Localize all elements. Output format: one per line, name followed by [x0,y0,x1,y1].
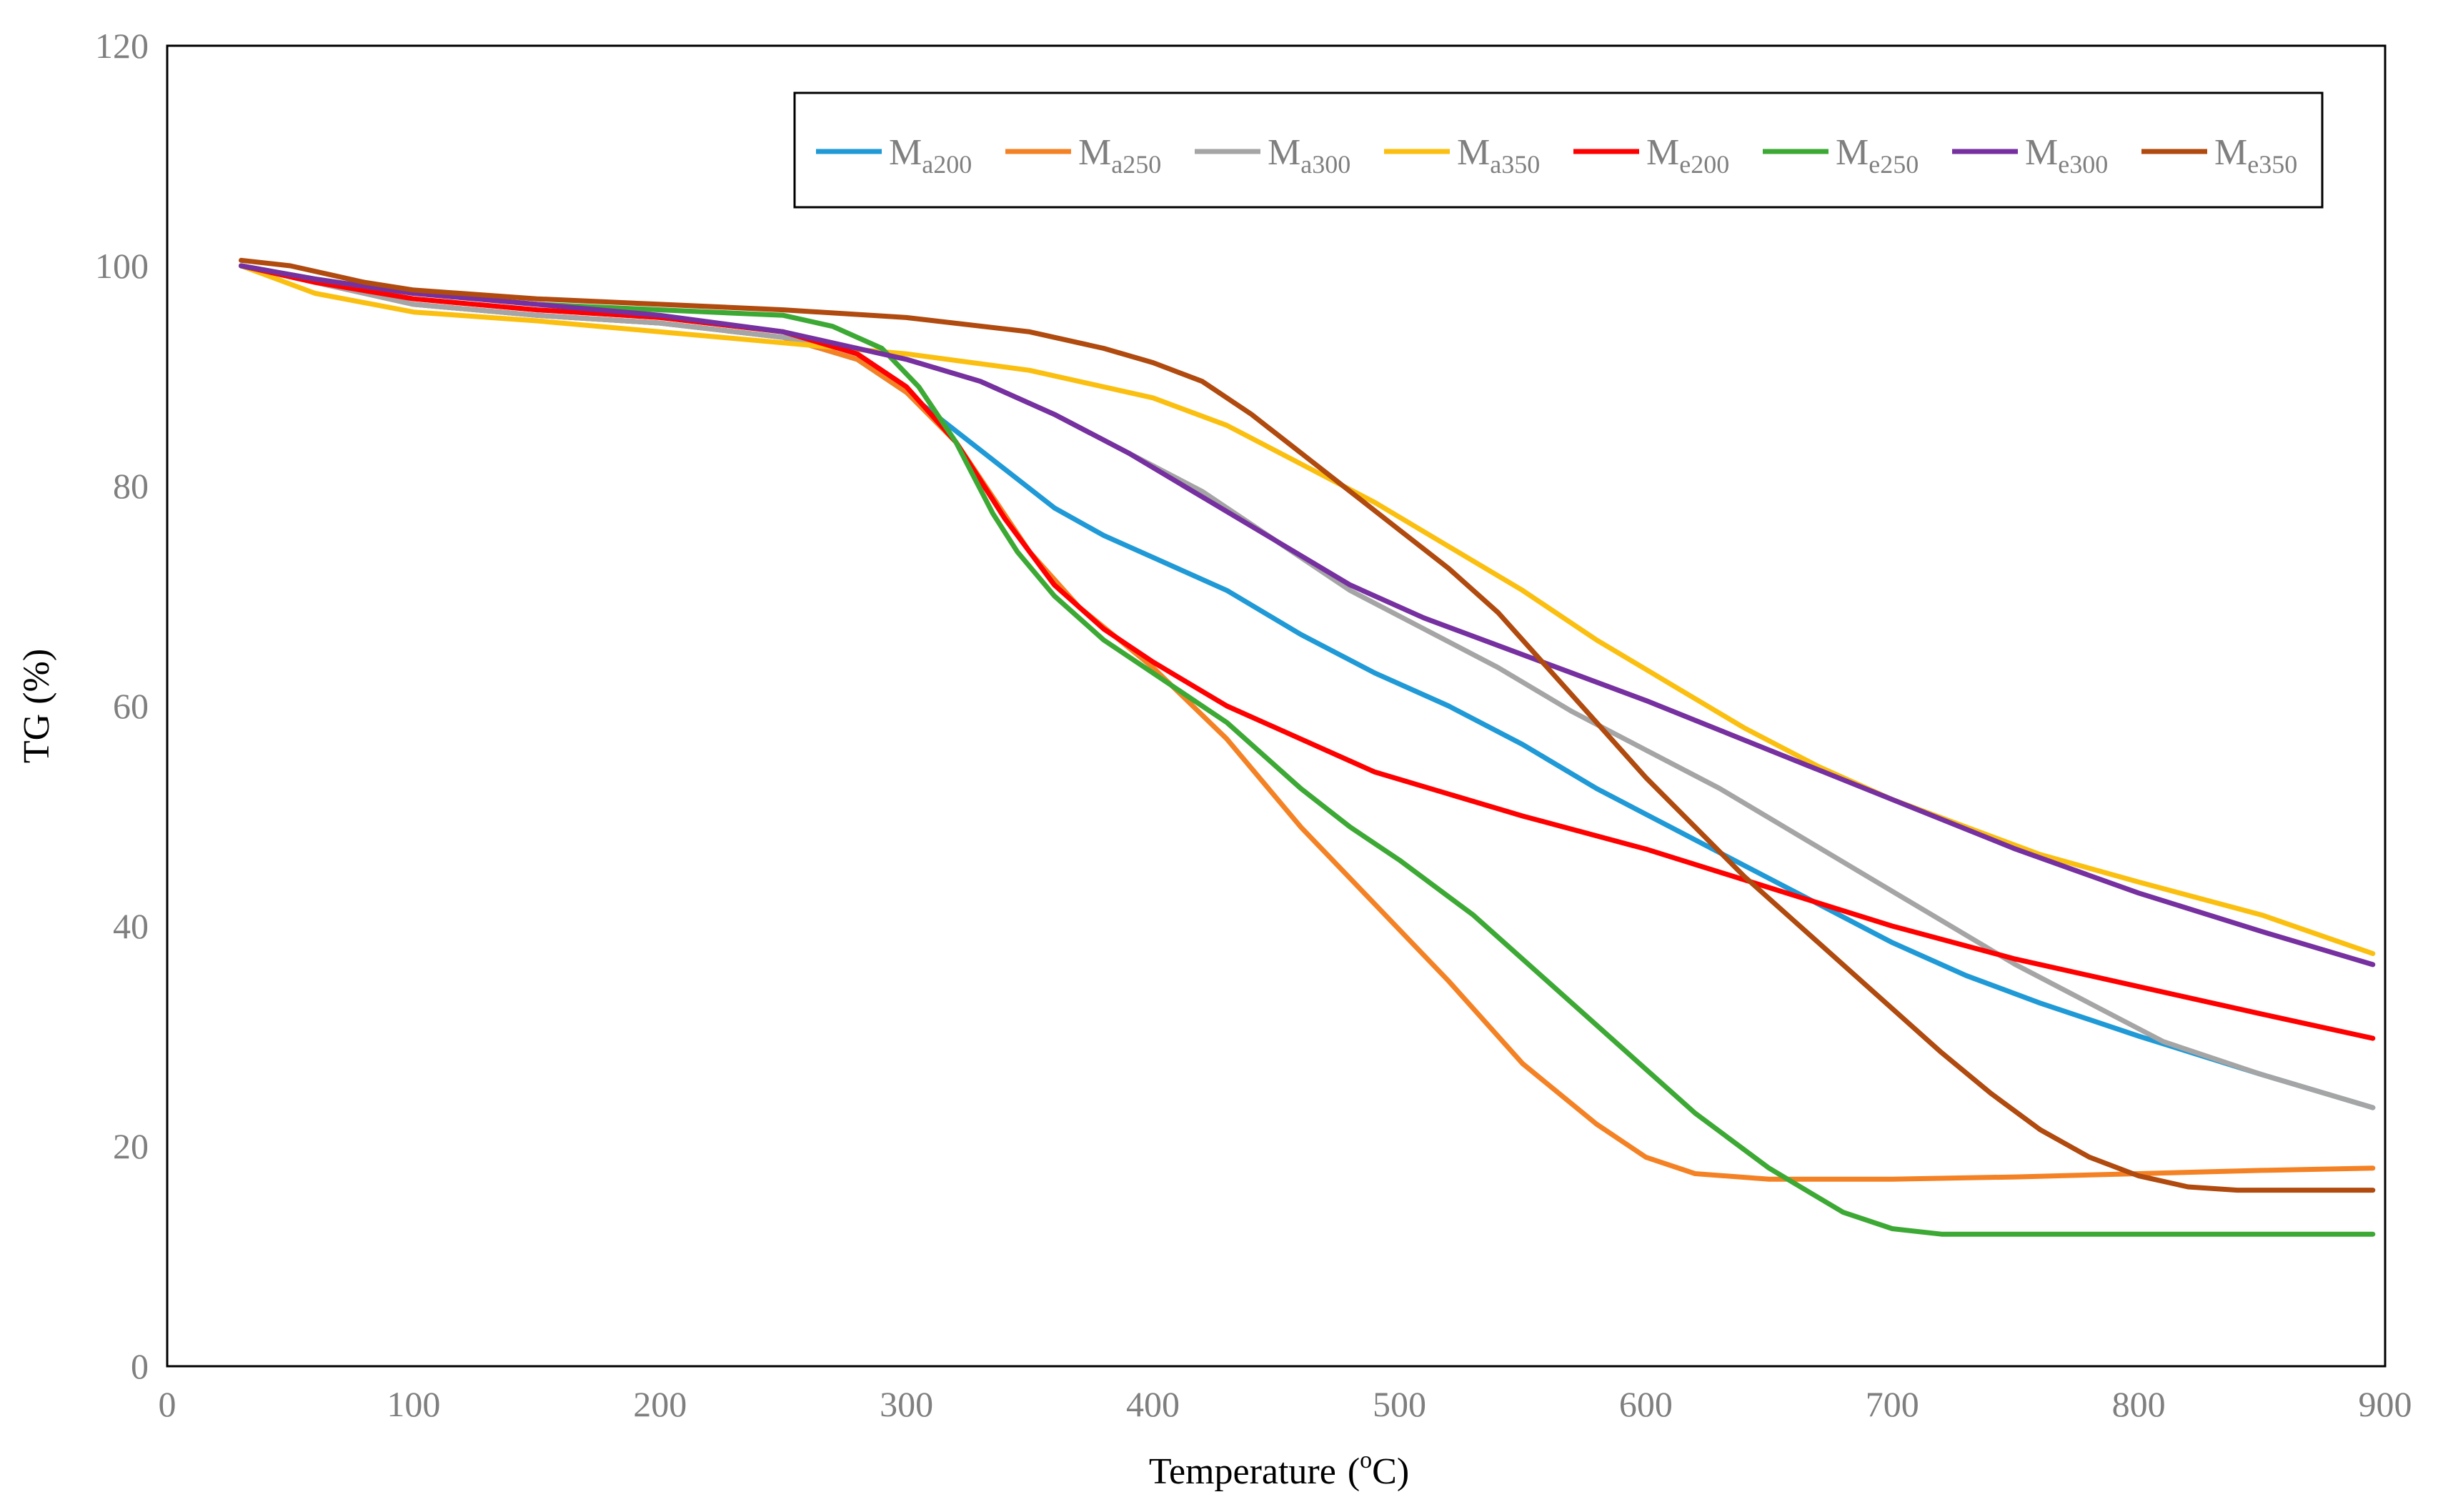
plot-area-frame [166,44,2387,1368]
y-tick-label: 40 [113,906,149,946]
x-tick-label: 800 [2112,1384,2166,1424]
legend: Ma200 Ma250 Ma300 Ma350 Me200 Me250 Me300 Me350 [793,91,2324,209]
x-tick-label: 900 [2359,1384,2412,1424]
x-tick-label: 600 [1619,1384,1673,1424]
x-axis-ticks: 0 100 200 300 400 500 600 700 800 900 [159,1384,2412,1424]
legend-label-ma200: Ma200 [889,132,972,179]
y-axis-ticks: 0 20 40 60 80 100 120 [95,26,149,1386]
x-axis-label-text: Temperature [1149,1451,1336,1492]
series-line-me300 [239,263,2376,968]
legend-label-ma250: Ma250 [1078,132,1161,179]
x-tick-label: 200 [633,1384,687,1424]
x-tick-label: 400 [1126,1384,1180,1424]
x-axis-label-unit: C [1372,1451,1397,1492]
series-line-me250 [239,263,2376,1237]
legend-label-ma350: Ma350 [1457,132,1540,179]
y-tick-label: 80 [113,466,149,506]
x-tick-label: 500 [1373,1384,1426,1424]
y-tick-label: 0 [131,1346,149,1386]
legend-label-me250: Me250 [1836,132,1919,179]
x-tick-label: 0 [159,1384,176,1424]
x-tick-label: 300 [880,1384,933,1424]
legend-label-me350: Me350 [2214,132,2297,179]
series-layer [239,257,2376,1237]
y-tick-label: 60 [113,686,149,726]
x-axis-label: Temperature (oC) [1149,1447,1409,1492]
y-tick-label: 100 [95,246,149,286]
x-axis-label-degree: o [1360,1447,1372,1473]
series-line-me350 [239,257,2376,1193]
y-axis-label: TG (%) [16,649,57,763]
y-tick-label: 20 [113,1126,149,1166]
legend-label-ma300: Ma300 [1268,132,1350,179]
x-tick-label: 700 [1866,1384,1919,1424]
legend-label-me200: Me200 [1646,132,1729,179]
legend-label-me300: Me300 [2025,132,2108,179]
x-tick-label: 100 [387,1384,440,1424]
y-tick-label: 120 [95,26,149,66]
